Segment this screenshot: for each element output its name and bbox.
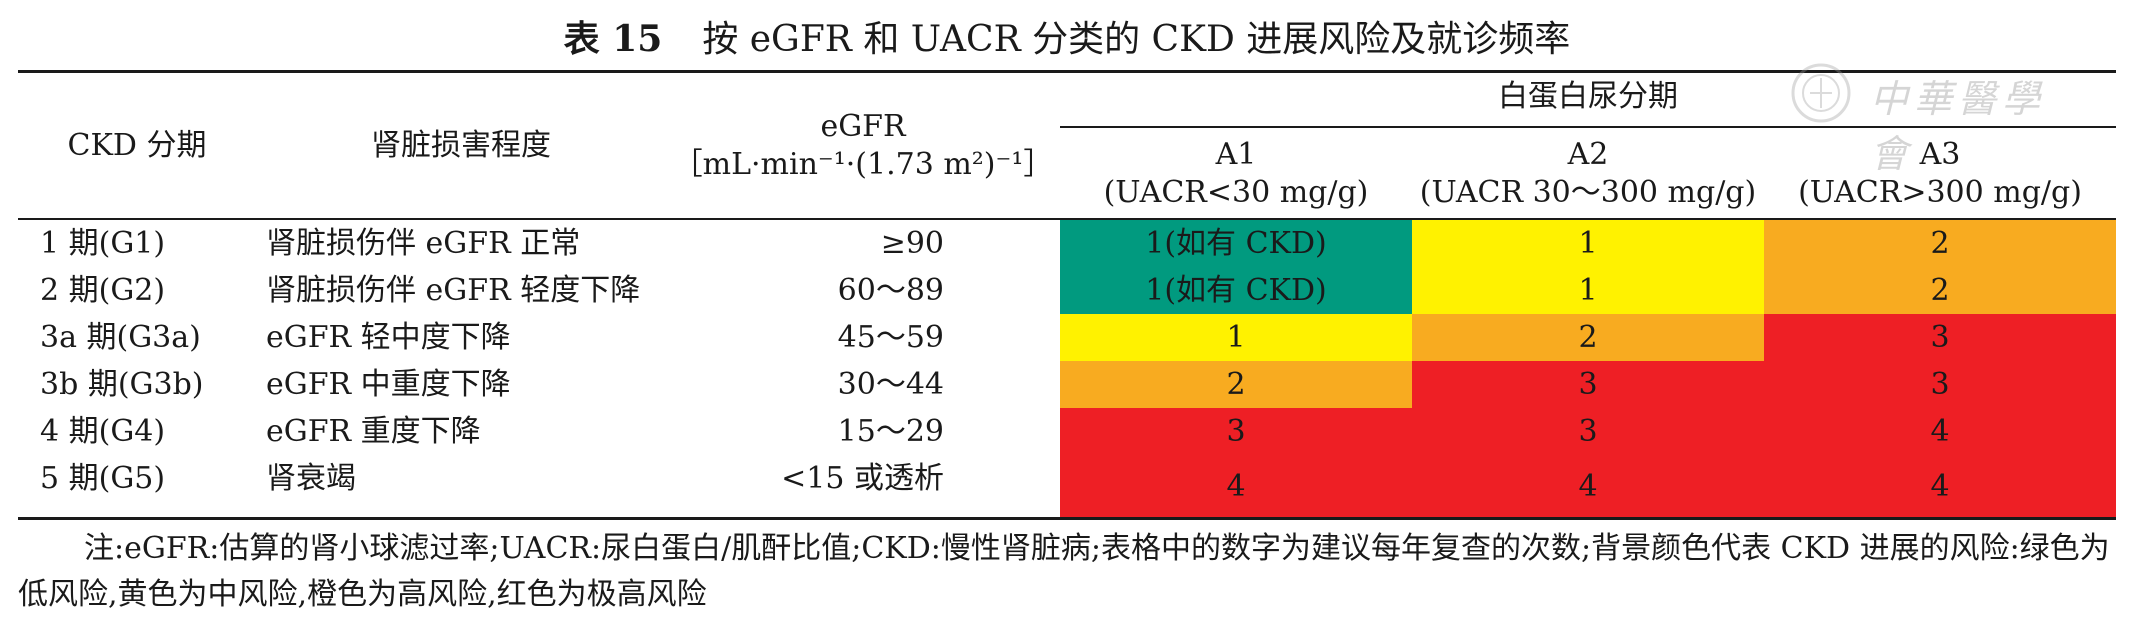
egfr-cell: <15 或透析 <box>781 461 944 496</box>
a2-cell: 1 <box>1412 220 1764 267</box>
table-number: 表 15 <box>563 18 663 60</box>
a1-cell: 1(如有 CKD) <box>1060 220 1412 267</box>
header-egfr-name: eGFR <box>820 109 906 144</box>
top-rule <box>18 70 2116 73</box>
a3-cell: 2 <box>1764 220 2116 267</box>
watermark-text: 中華醫學會 <box>1870 77 2047 176</box>
a1-cell: 2 <box>1060 361 1412 408</box>
header-stage: CKD 分期 <box>67 128 207 163</box>
damage-cell: eGFR 轻中度下降 <box>266 320 511 355</box>
table-title: 表 15 按 eGFR 和 UACR 分类的 CKD 进展风险及就诊频率 <box>0 14 2134 65</box>
damage-cell: 肾脏损伤伴 eGFR 轻度下降 <box>266 273 641 308</box>
bottom-rule <box>18 517 2116 520</box>
stage-cell: 3a 期(G3a) <box>40 320 201 355</box>
egfr-cell: 45～59 <box>837 320 944 355</box>
a1-cell: 1 <box>1060 314 1412 361</box>
egfr-cell: ≥90 <box>880 226 944 261</box>
damage-cell: eGFR 重度下降 <box>266 414 481 449</box>
a2-cell: 4 <box>1412 455 1764 517</box>
a3-cell: 2 <box>1764 267 2116 314</box>
stage-cell: 2 期(G2) <box>40 273 166 308</box>
a2-cell: 2 <box>1412 314 1764 361</box>
a2-cell: 3 <box>1412 361 1764 408</box>
table-footnote: 注:eGFR:估算的肾小球滤过率;UACR:尿白蛋白/肌酐比值;CKD:慢性肾脏… <box>18 531 2110 612</box>
albuminuria-subrule <box>1060 126 2116 128</box>
header-a3: A3 (UACR>300 mg/g) <box>1798 137 2082 210</box>
stage-cell: 4 期(G4) <box>40 414 166 449</box>
a2-cell: 3 <box>1412 408 1764 455</box>
watermark: 中華醫學會 <box>1788 60 2088 176</box>
stage-cell: 3b 期(G3b) <box>40 367 204 402</box>
a3-cell: 4 <box>1764 408 2116 455</box>
egfr-cell: 15～29 <box>837 414 944 449</box>
a1-cell: 3 <box>1060 408 1412 455</box>
a3-cell: 3 <box>1764 361 2116 408</box>
a3-cell: 3 <box>1764 314 2116 361</box>
a3-cell: 4 <box>1764 455 2116 517</box>
header-rule <box>18 218 2116 220</box>
stage-cell: 5 期(G5) <box>40 461 166 496</box>
a1-cell: 1(如有 CKD) <box>1060 267 1412 314</box>
header-albuminuria-group: 白蛋白尿分期 <box>1498 79 1678 114</box>
header-a2: A2 (UACR 30～300 mg/g) <box>1419 137 1757 210</box>
a1-cell: 4 <box>1060 455 1412 517</box>
damage-cell: eGFR 中重度下降 <box>266 367 511 402</box>
header-egfr-unit: ［mL·min⁻¹·(1.73 m²)⁻¹］ <box>672 147 1054 182</box>
header-egfr: eGFR ［mL·min⁻¹·(1.73 m²)⁻¹］ <box>666 108 1060 184</box>
damage-cell: 肾脏损伤伴 eGFR 正常 <box>266 226 581 261</box>
table-caption: 按 eGFR 和 UACR 分类的 CKD 进展风险及就诊频率 <box>702 19 1571 60</box>
egfr-cell: 30～44 <box>837 367 944 402</box>
egfr-cell: 60～89 <box>837 273 944 308</box>
header-damage: 肾脏损害程度 <box>371 128 551 163</box>
a2-cell: 1 <box>1412 267 1764 314</box>
society-seal-icon <box>1791 63 1851 123</box>
damage-cell: 肾衰竭 <box>266 461 356 496</box>
stage-cell: 1 期(G1) <box>40 226 166 261</box>
header-a1: A1 (UACR<30 mg/g) <box>1103 137 1369 210</box>
